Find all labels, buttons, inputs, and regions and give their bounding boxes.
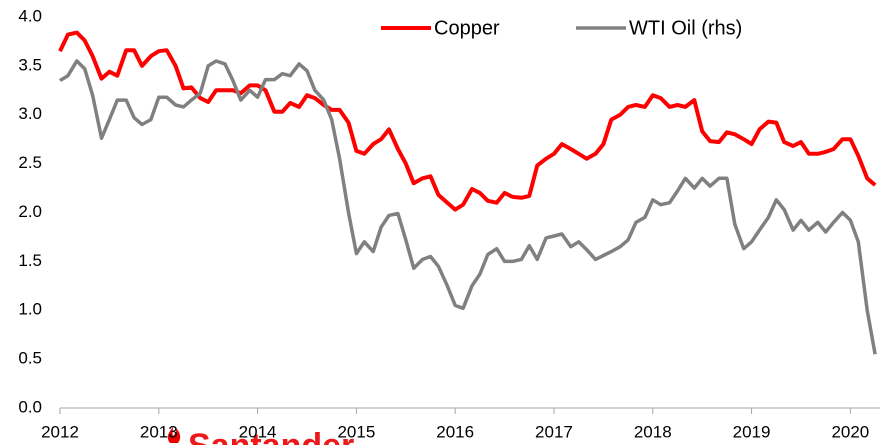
x-tick-label: 2016	[436, 422, 474, 441]
y-tick-label: 1.0	[18, 300, 42, 319]
y-tick-label: 2.5	[18, 153, 42, 172]
x-tick-label: 2012	[41, 422, 79, 441]
series-line	[59, 59, 877, 355]
y-tick-label: 0.0	[18, 397, 42, 416]
logo-flame	[167, 427, 181, 443]
x-tick-label: 2018	[634, 422, 672, 441]
y-tick-label: 1.5	[18, 251, 42, 270]
x-tick-label: 2017	[535, 422, 573, 441]
y-tick-label: 3.0	[18, 104, 42, 123]
y-tick-label: 3.5	[18, 55, 42, 74]
x-tick-label: 2019	[733, 422, 771, 441]
y-tick-label: 0.5	[18, 349, 42, 368]
watermark: Santander	[188, 427, 354, 445]
series-line	[58, 30, 877, 212]
x-tick-label: 2014	[239, 422, 277, 441]
legend-label: Copper	[434, 17, 500, 39]
x-tick-label: 2020	[831, 422, 869, 441]
y-tick-label: 2.0	[18, 202, 42, 221]
y-tick-label: 4.0	[18, 6, 42, 25]
x-tick-label: 2013	[140, 422, 178, 441]
x-tick-label: 2015	[337, 422, 375, 441]
legend-label: WTI Oil (rhs)	[629, 17, 742, 39]
